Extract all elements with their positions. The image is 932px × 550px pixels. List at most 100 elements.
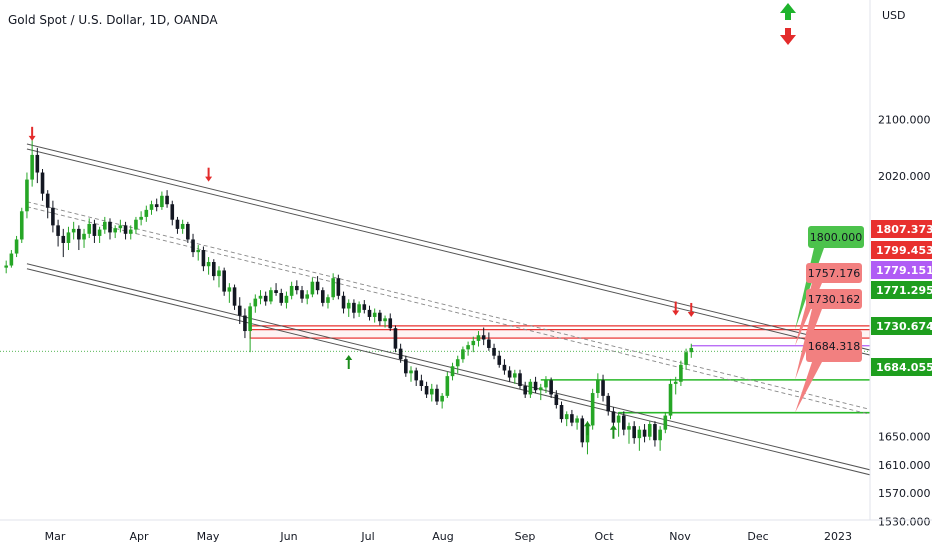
candle-104 (544, 376, 548, 394)
price-tag-label-4: 1730.674 (876, 320, 932, 333)
x-tick-label: May (197, 530, 220, 543)
candle-108 (564, 411, 569, 427)
channel-layer (26, 143, 870, 476)
candle-body (476, 335, 481, 341)
candle-9 (51, 200, 55, 233)
candle-body (51, 207, 55, 226)
candle-body (279, 292, 284, 303)
candle-body (673, 381, 678, 384)
candle-body (320, 290, 325, 303)
candle-33 (175, 216, 180, 234)
candle-body (305, 294, 310, 299)
candle-body (154, 204, 159, 208)
candle-body (554, 394, 559, 406)
channel-upper-a (26, 143, 870, 351)
candle-123 (642, 424, 647, 443)
candle-29 (154, 198, 159, 212)
candle-117 (611, 407, 616, 427)
resistance-zone (249, 329, 870, 339)
candle-body (409, 370, 413, 374)
y-tick-label: 1530.000 (878, 515, 931, 528)
price-tag-3 (871, 281, 932, 299)
candle-body (549, 380, 553, 395)
candle-20 (108, 218, 112, 240)
x-tick-label: Oct (594, 530, 614, 543)
candle-body (310, 281, 315, 295)
candle-109 (570, 409, 574, 427)
candle-body (139, 216, 143, 220)
candle-body (128, 229, 133, 234)
candle-body (388, 318, 393, 329)
candle-body (295, 285, 299, 291)
candle-body (253, 298, 258, 307)
candle-body (668, 383, 673, 416)
y-tick-label: 1610.000 (878, 459, 931, 472)
candle-body (118, 225, 123, 229)
up-arrow-icon[interactable] (780, 3, 796, 20)
candle-body (9, 253, 14, 266)
candle-body (201, 250, 206, 267)
candle-94 (492, 343, 496, 360)
candle-body (502, 364, 507, 371)
candle-41 (217, 266, 221, 288)
candle-body (14, 239, 19, 254)
candle-105 (549, 377, 553, 398)
candle-body (450, 366, 455, 377)
candle-87 (455, 355, 460, 374)
candle-body (492, 347, 496, 356)
candle-24 (128, 225, 133, 240)
candle-body (196, 250, 201, 253)
candle-61 (320, 287, 325, 307)
candle-body (461, 349, 465, 360)
candle-body (398, 348, 403, 360)
candle-96 (502, 359, 507, 375)
candle-6 (35, 147, 40, 184)
candle-body (570, 414, 574, 423)
candle-127 (663, 412, 668, 434)
candle-107 (559, 401, 564, 423)
x-tick-label: Sep (515, 530, 536, 543)
x-tick-label: Mar (45, 530, 66, 543)
down-arrow-icon[interactable] (780, 28, 796, 45)
annotation-box-2 (806, 289, 862, 309)
candle-body (507, 370, 512, 378)
candle-114 (596, 373, 600, 398)
candle-body (113, 228, 117, 233)
candle-body (627, 426, 631, 430)
y-tick-label: 1650.000 (878, 431, 931, 444)
candle-body (393, 328, 398, 349)
candle-body (622, 415, 626, 430)
candle-118 (616, 412, 621, 437)
annotation-box-0 (808, 226, 864, 248)
candle-13 (71, 221, 76, 240)
candle-body (544, 380, 548, 388)
x-tick-label: Nov (669, 530, 691, 543)
candle-39 (206, 257, 211, 275)
candle-body (372, 312, 377, 317)
candle-111 (580, 415, 585, 448)
candle-body (269, 290, 273, 302)
annotation-box-1 (806, 263, 862, 283)
candle-7 (40, 169, 45, 201)
candle-75 (393, 325, 398, 353)
candle-70 (367, 305, 372, 321)
price-tag-label-0: 1807.373 (876, 223, 932, 236)
candle-body (378, 312, 382, 322)
candle-113 (590, 388, 595, 430)
candle-body (580, 418, 585, 443)
candle-body (19, 211, 24, 240)
candle-8 (45, 190, 50, 219)
channel-lower-a (26, 263, 870, 471)
candle-12 (66, 226, 71, 251)
candle-body (82, 233, 86, 240)
candle-49 (258, 290, 263, 305)
candle-55 (289, 281, 294, 300)
candle-body (232, 287, 237, 306)
candle-46 (243, 308, 247, 339)
candle-body (679, 364, 683, 382)
candle-78 (409, 366, 413, 382)
candle-102 (533, 376, 538, 394)
candle-38 (201, 246, 206, 272)
candle-95 (497, 350, 502, 368)
